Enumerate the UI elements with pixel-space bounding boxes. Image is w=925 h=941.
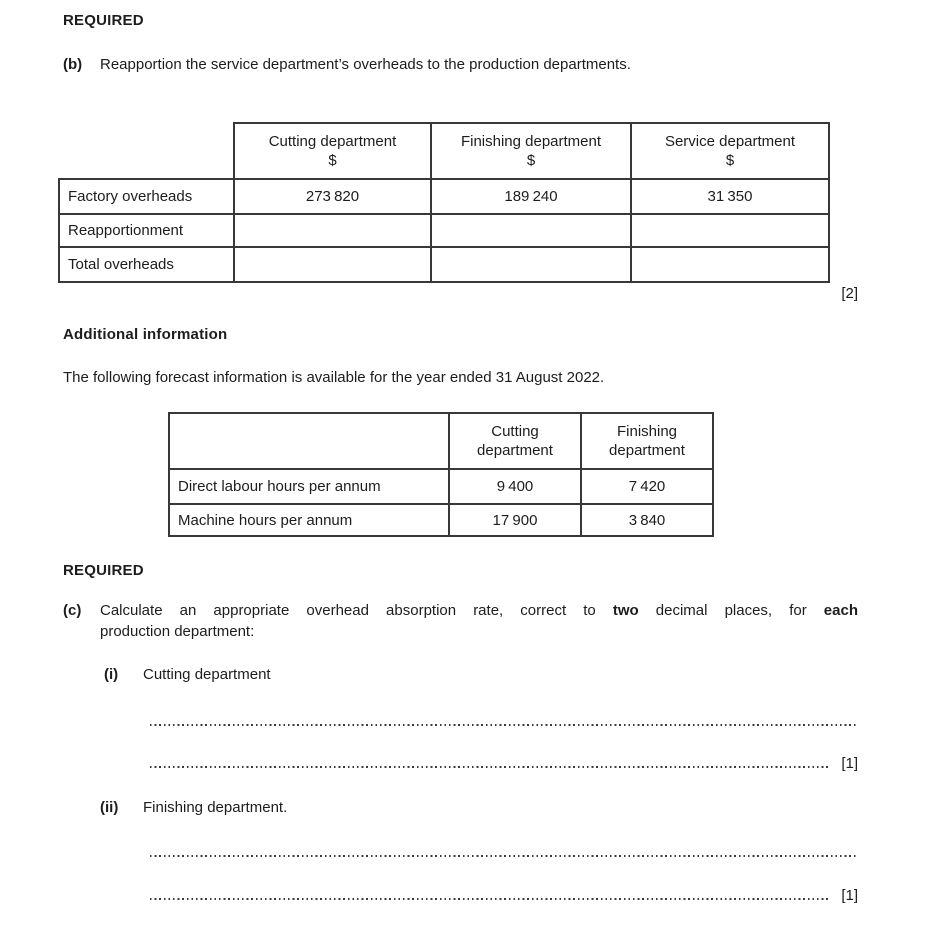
answer-line: [150, 724, 858, 726]
item-i-label: (i): [104, 666, 119, 683]
cell-value-empty: [430, 213, 632, 248]
column-header-service: Service department $: [630, 122, 830, 180]
cell-value: 3 840: [580, 503, 714, 537]
item-ii-text: Finishing department.: [143, 799, 288, 816]
part-b-label: (b): [63, 56, 83, 73]
part-c-bold-each: each: [823, 602, 858, 619]
row-label: Machine hours per annum: [168, 503, 450, 537]
hours-header-row: Cutting department Finishing department: [168, 412, 714, 470]
part-b-question: (b) Reapportion the service department’s…: [63, 56, 863, 73]
answer-line-with-marks: [1]: [150, 884, 858, 904]
heading-required-1: REQUIRED: [63, 12, 144, 29]
marks-badge-ii: [1]: [841, 887, 858, 904]
part-c-text-segment: Calculate an appropriate overhead absorp…: [100, 602, 613, 619]
column-header-cutting: Cutting department: [448, 412, 582, 470]
heading-required-2: REQUIRED: [63, 562, 144, 579]
item-i: (i) Cutting department: [104, 666, 271, 683]
overheads-table: Cutting department $ Finishing departmen…: [58, 122, 830, 283]
row-label: Direct labour hours per annum: [168, 468, 450, 505]
cell-value-empty: [630, 213, 830, 248]
forecast-note: The following forecast information is av…: [63, 369, 605, 386]
table-row-labour-hours: Direct labour hours per annum 9 400 7 42…: [168, 468, 714, 505]
row-label: Total overheads: [58, 246, 235, 283]
hours-table: Cutting department Finishing department …: [168, 412, 714, 537]
hours-corner-cell: [168, 412, 450, 470]
row-label: Factory overheads: [58, 178, 235, 215]
cell-value-empty: [233, 213, 432, 248]
cell-value-empty: [630, 246, 830, 283]
row-label: Reapportionment: [58, 213, 235, 248]
table-corner-cell: [59, 123, 235, 180]
item-i-text: Cutting department: [143, 666, 271, 683]
part-c-line1: Calculate an appropriate overhead absorp…: [100, 602, 858, 619]
answer-line: [150, 855, 858, 857]
answer-line: [150, 766, 831, 768]
column-header-cutting: Cutting department $: [233, 122, 432, 180]
table-row-reapportionment: Reapportionment: [58, 213, 830, 248]
cell-value: 189 240: [430, 178, 632, 215]
heading-additional-information: Additional information: [63, 326, 228, 343]
cell-value-empty: [233, 246, 432, 283]
table-row-machine-hours: Machine hours per annum 17 900 3 840: [168, 503, 714, 537]
part-c-text: Calculate an appropriate overhead absorp…: [100, 602, 858, 640]
part-c-question: (c) Calculate an appropriate overhead ab…: [63, 602, 858, 640]
column-header-finishing: Finishing department $: [430, 122, 632, 180]
overheads-header-row: Cutting department $ Finishing departmen…: [59, 122, 830, 180]
cell-value: 273 820: [233, 178, 432, 215]
part-c-line2: production department:: [100, 623, 255, 640]
cell-value: 7 420: [580, 468, 714, 505]
cell-value-empty: [430, 246, 632, 283]
marks-badge-i: [1]: [841, 755, 858, 772]
cell-value: 9 400: [448, 468, 582, 505]
part-c-bold-two: two: [612, 602, 639, 619]
item-ii: (ii) Finishing department.: [100, 799, 287, 816]
cell-value: 31 350: [630, 178, 830, 215]
part-b-text: Reapportion the service department’s ove…: [100, 56, 631, 73]
item-ii-label: (ii): [100, 799, 119, 816]
marks-badge-b: [2]: [841, 285, 858, 302]
table-row-total-overheads: Total overheads: [58, 246, 830, 283]
answer-line-with-marks: [1]: [150, 752, 858, 772]
part-c-text-segment: decimal places, for: [638, 602, 824, 619]
cell-value: 17 900: [448, 503, 582, 537]
table-row-factory-overheads: Factory overheads 273 820 189 240 31 350: [58, 178, 830, 215]
column-header-finishing: Finishing department: [580, 412, 714, 470]
part-c-label: (c): [63, 602, 82, 619]
answer-line: [150, 898, 831, 900]
